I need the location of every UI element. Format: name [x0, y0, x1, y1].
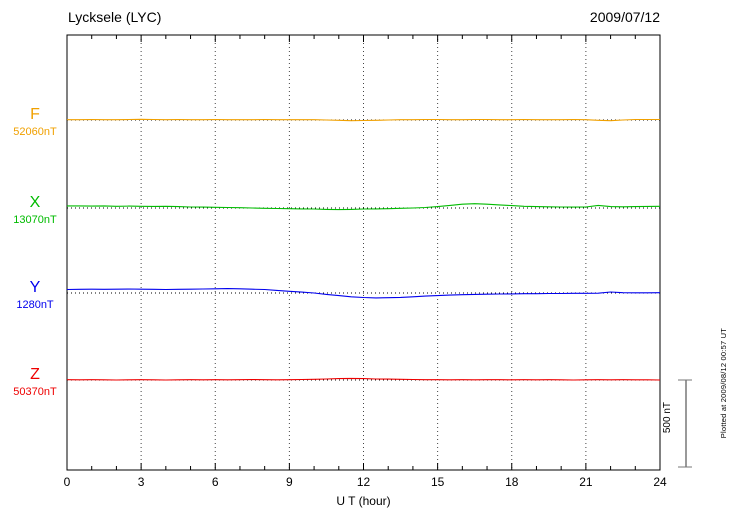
trace-Z [66, 377, 661, 381]
plot-border [66, 34, 661, 471]
x-tick-label: 15 [430, 475, 445, 489]
station-title: Lycksele (LYC) [68, 9, 162, 25]
x-axis-tick-labels: 0 3 6 9 12 15 18 21 24 [0, 475, 730, 491]
channel-baseline-value: 50370nT [13, 385, 57, 398]
x-tick-label: 6 [211, 475, 219, 489]
record-date: 2009/07/12 [589, 9, 660, 25]
channel-label-X: X 13070nT [6, 194, 64, 226]
channel-letter: F [30, 106, 40, 123]
x-tick-label: 12 [356, 475, 371, 489]
channel-letter: Y [29, 279, 41, 296]
channel-baseline-value: 52060nT [13, 125, 57, 138]
channel-label-F: F 52060nT [6, 106, 64, 138]
channel-baseline-value: 13070nT [13, 213, 57, 226]
channel-letter: Z [30, 366, 40, 383]
x-tick-label: 18 [505, 475, 519, 489]
scale-bar-label: 500 nT [662, 402, 673, 434]
x-tick-label: 9 [286, 475, 293, 489]
x-tick-label: 0 [63, 475, 71, 489]
trace-X [67, 203, 661, 211]
x-tick-label: 3 [137, 475, 145, 489]
channel-label-Y: Y 1280nT [6, 279, 64, 311]
trace-Y [66, 288, 661, 299]
plotted-at-note: Plotted at 2009/08/12 00:57 UT [719, 328, 728, 439]
x-tick-label: 24 [653, 475, 667, 489]
x-tick-label: 21 [579, 475, 593, 489]
trace-F [67, 118, 660, 122]
channel-letter: X [29, 194, 41, 211]
channel-baseline-value: 1280nT [16, 298, 54, 311]
channel-label-Z: Z 50370nT [6, 366, 64, 398]
x-axis-label: U T (hour) [336, 494, 391, 508]
